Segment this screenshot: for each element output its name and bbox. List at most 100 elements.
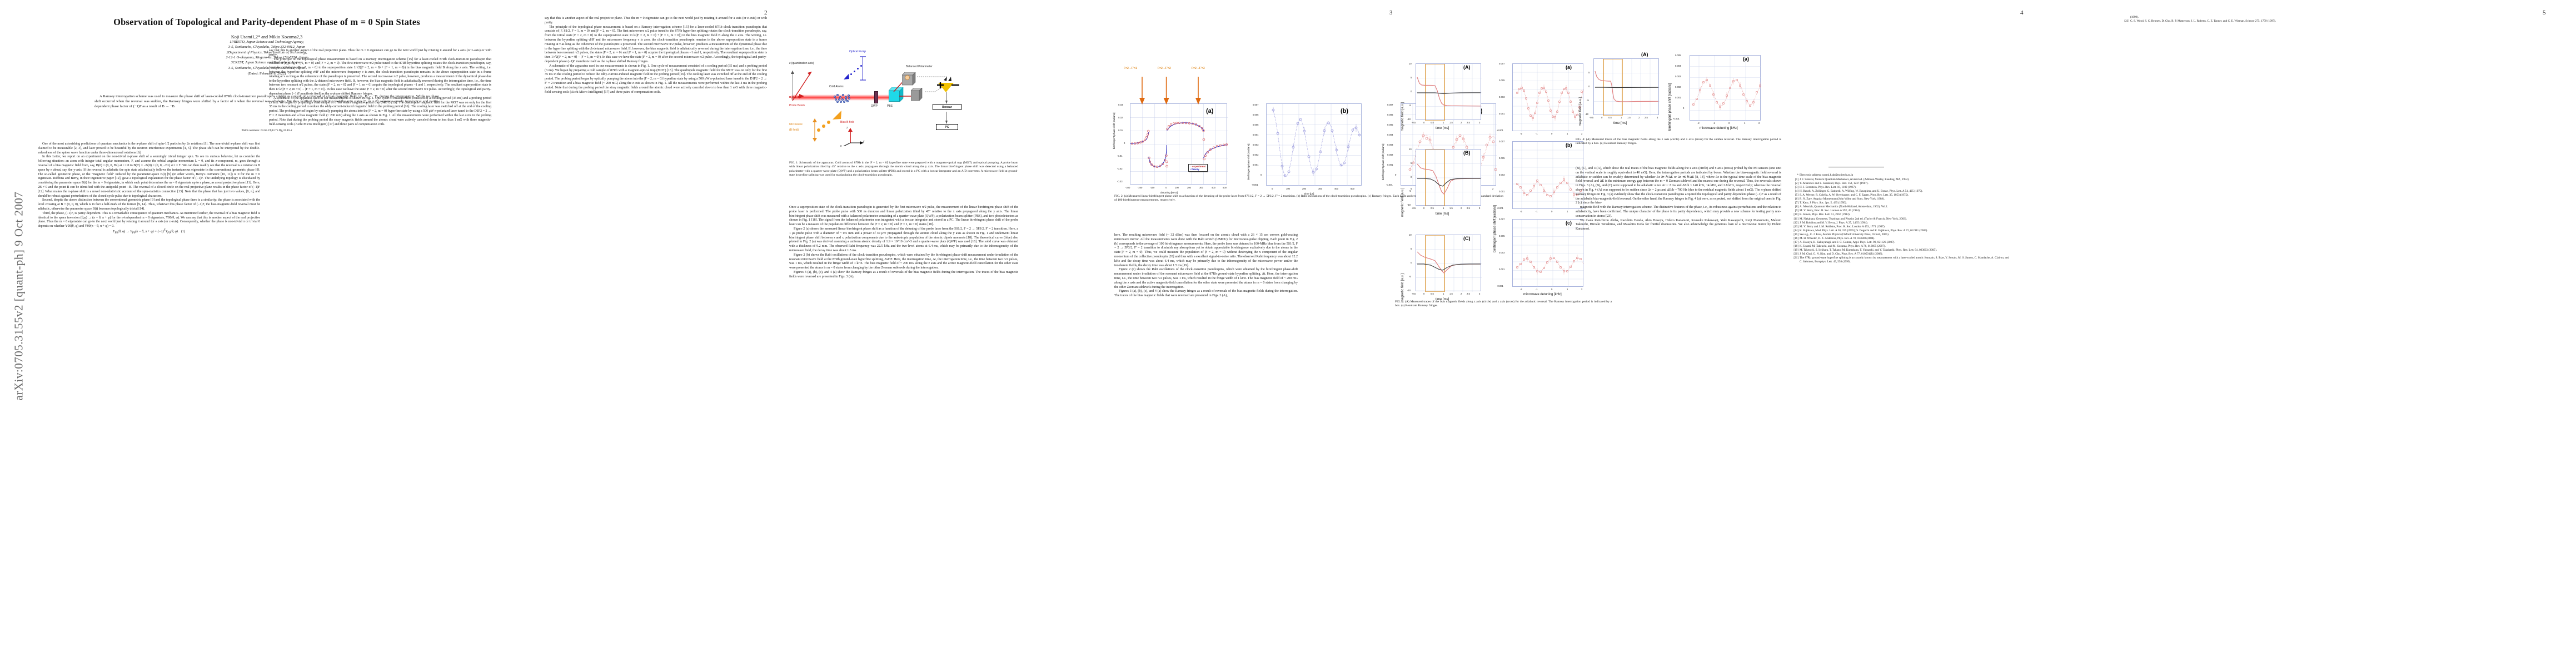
fig2c-ytick-7: 0 — [1395, 173, 1397, 176]
fig3A-xtick-6: 2.5 — [1467, 121, 1470, 124]
fig3c-ytick-2: 0.005 — [1499, 235, 1505, 237]
fig2a-xtick-5: 200 — [1187, 186, 1191, 189]
fig3B-panel-label: (B) — [1463, 150, 1471, 156]
page-5: 5 (1999). [23] C. S. Wood, S. C. Bennett,… — [2067, 0, 2576, 667]
fig3B-data — [1416, 150, 1482, 206]
fig3A-ytick-4: -10 — [1407, 118, 1411, 121]
fig3B-xtick-5: 2 — [1461, 207, 1462, 210]
ref-text: J. J. Sakurai, Modern Quantum Mechanics,… — [1800, 177, 1910, 181]
ref-text: H. Rauch, A. Zeilinger, G. Badurek, A. W… — [1800, 189, 1923, 193]
reference-item: [17] A. Hosoya, K. Kakuyanagi, and J. C. … — [1792, 241, 2009, 245]
fig2a-ytick-5: -0.02 — [1117, 167, 1123, 170]
fig3C-ytick-1: 5 — [1411, 247, 1412, 250]
electronic-address: * Electronic address: usami.k.ab@m.titec… — [1792, 173, 2009, 177]
chart-fig2a: birefringent phase shift [radians] 0.03 … — [1112, 50, 1231, 194]
reference-item: [10] B. Simon, Phys. Rev. Lett. 51, 2167 … — [1792, 213, 2009, 217]
fig2b-xlabel: time [µs] — [1304, 192, 1314, 195]
p2c2-para-4: Figures 3 (a), (b), (c), and 4 (a) show … — [789, 270, 1018, 278]
fig4a-ytick-2: 0.003 — [1675, 75, 1681, 78]
reference-item: [18] K. Usami, M. Takeuchi, and M. Kozuma… — [1792, 245, 2009, 248]
p1c1-para-1: One of the most astonishing predictions … — [38, 142, 260, 155]
p1c2-para-2: The principle of the topological phase m… — [269, 57, 491, 96]
fig3B-xtick-1: 0 — [1423, 207, 1425, 210]
amp-plus-minus-icon — [937, 82, 959, 88]
fig2c-xtick-0: -2 — [1410, 187, 1412, 190]
fig2a-xtick-0: -300 — [1125, 186, 1130, 189]
fig3C-xtick-2: 0.5 — [1431, 292, 1434, 295]
fig3A-xtick-2: 0.5 — [1431, 121, 1434, 124]
fig3A-ytick-2: 0 — [1411, 90, 1412, 93]
fig3A-panel-label: (A) — [1463, 64, 1471, 70]
fig3b-ytick-4: 0.003 — [1499, 173, 1505, 176]
ref-num: [18] — [1793, 245, 1798, 248]
fig3A-frame — [1416, 63, 1482, 121]
affiliation-2: 2Department of Physics, Tokyo Institute … — [226, 50, 307, 54]
fig4a-ytick-6: -0.001 — [1673, 117, 1680, 120]
fig2a-annotation-3: F=2→F'=3 — [1192, 67, 1205, 70]
ref-num: [20] — [1793, 252, 1798, 256]
fig3C-xlabel: time [ms] — [1436, 298, 1449, 301]
chart-fig3B: magnetic field [a.u.] 10 5 0 -5 -10 (B — [1398, 143, 1487, 227]
fig3b-ytick-6: 0.001 — [1499, 190, 1505, 193]
fig3B-xtick-0: -0.5 — [1412, 207, 1416, 210]
ref-num: [4] — [1795, 189, 1798, 193]
p2c2-para-2: Figure 2 (a) shows the measured linear b… — [789, 227, 1018, 252]
ref-num — [2123, 16, 2129, 19]
fig3a-xtick-0: -2 — [1520, 132, 1522, 135]
fig3B-ylabel: magnetic field [a.u.] — [1401, 187, 1404, 217]
reference-item: [14] K. Fujikawa, Mod. Phys. Lett. A 20, … — [1792, 229, 2009, 233]
fig4A-ytick-1: 5 — [1588, 71, 1590, 74]
fig2a-xtick-4: 100 — [1175, 186, 1179, 189]
fig3b-xtick-2: 0 — [1551, 210, 1553, 213]
fig3C-ytick-3: -5 — [1409, 275, 1411, 278]
fig3c-xtick-3: 1 — [1567, 288, 1568, 291]
coordinate-axes-icon — [843, 128, 864, 146]
chart-fig2b: birefringent phase shift [radians] 0.007… — [1246, 50, 1366, 195]
fig2b-xtick-5: 500 — [1351, 187, 1354, 190]
fig2b-ytick-7: 0 — [1260, 173, 1262, 176]
reference-item: [15] See e.g., C. J. Foot, Atomic Physics… — [1792, 233, 2009, 237]
ref-num: [7] — [1795, 201, 1798, 205]
fig2a-annotation-2: F=2→F'=2 — [1158, 67, 1171, 70]
fig3C-xtick-0: -0.5 — [1412, 292, 1416, 295]
cold-atoms-cloud — [833, 93, 853, 103]
page-number-2: 2 — [764, 9, 768, 16]
ref-num: [13] — [1793, 225, 1798, 228]
ref-num: [6] — [1795, 197, 1798, 201]
fig3A-xtick-7: 3 — [1479, 121, 1481, 124]
ref-num: [14] — [1793, 228, 1798, 232]
ref-num: [5] — [1795, 193, 1798, 197]
fig3a-ytick-0: 0.007 — [1499, 62, 1505, 65]
pc-box: PC — [936, 124, 958, 130]
reference-item: [5] S. A. Werner, R. Colella, A. W. Overh… — [1792, 193, 2009, 197]
fig4A-xtick-4: 1.5 — [1627, 116, 1631, 119]
fig3A-ytick-3: -5 — [1409, 104, 1411, 107]
axis-x-label: x — [840, 145, 842, 148]
axis-y-label: y — [863, 140, 865, 143]
fig3c-xtick-4: 2 — [1581, 288, 1583, 291]
fig3A-xtick-0: -0.5 — [1412, 121, 1416, 124]
fig4A-ylabel: magnetic field [a.u.] — [1579, 97, 1582, 126]
fig3a-xtick-3: 1 — [1567, 132, 1568, 135]
fig3C-frame — [1416, 235, 1482, 292]
fig4a-ytick-0: 0.005 — [1675, 54, 1681, 57]
fig2a-legend: ○ experiment • theory — [1188, 164, 1208, 172]
quantization-axis-icon — [791, 71, 812, 101]
fig3a-ytick-2: 0.005 — [1499, 79, 1505, 82]
fig3b-xtick-4: 2 — [1581, 210, 1583, 213]
fig4A-xtick-1: 0 — [1601, 116, 1603, 119]
fig3b-ytick-8: -0.001 — [1497, 207, 1503, 210]
reference-item: [11] M. Nakahara, Geometry, Topology and … — [1792, 217, 2009, 221]
microwave-source-icon — [813, 118, 817, 142]
author-names: Koji Usami1,2* and Mikio Kozuma2,3 — [231, 34, 303, 39]
fig4A-frame — [1593, 58, 1660, 116]
reference-item: [3] H. J. Bernstein, Phys. Rev. Lett. 18,… — [1792, 186, 2009, 190]
reference-item: [1] J. J. Sakurai, Modern Quantum Mechani… — [1792, 178, 2009, 182]
boxcar-to-pc-wire — [945, 112, 948, 124]
fig2a-data — [1130, 104, 1228, 185]
fig3a-ytick-8: -0.001 — [1497, 129, 1503, 132]
fig3C-xtick-3: 1 — [1443, 292, 1444, 295]
fig3-fringes-ylabel: birefringent phase shift [radians] — [1493, 205, 1497, 252]
fig3A-xtick-4: 1.5 — [1449, 121, 1453, 124]
